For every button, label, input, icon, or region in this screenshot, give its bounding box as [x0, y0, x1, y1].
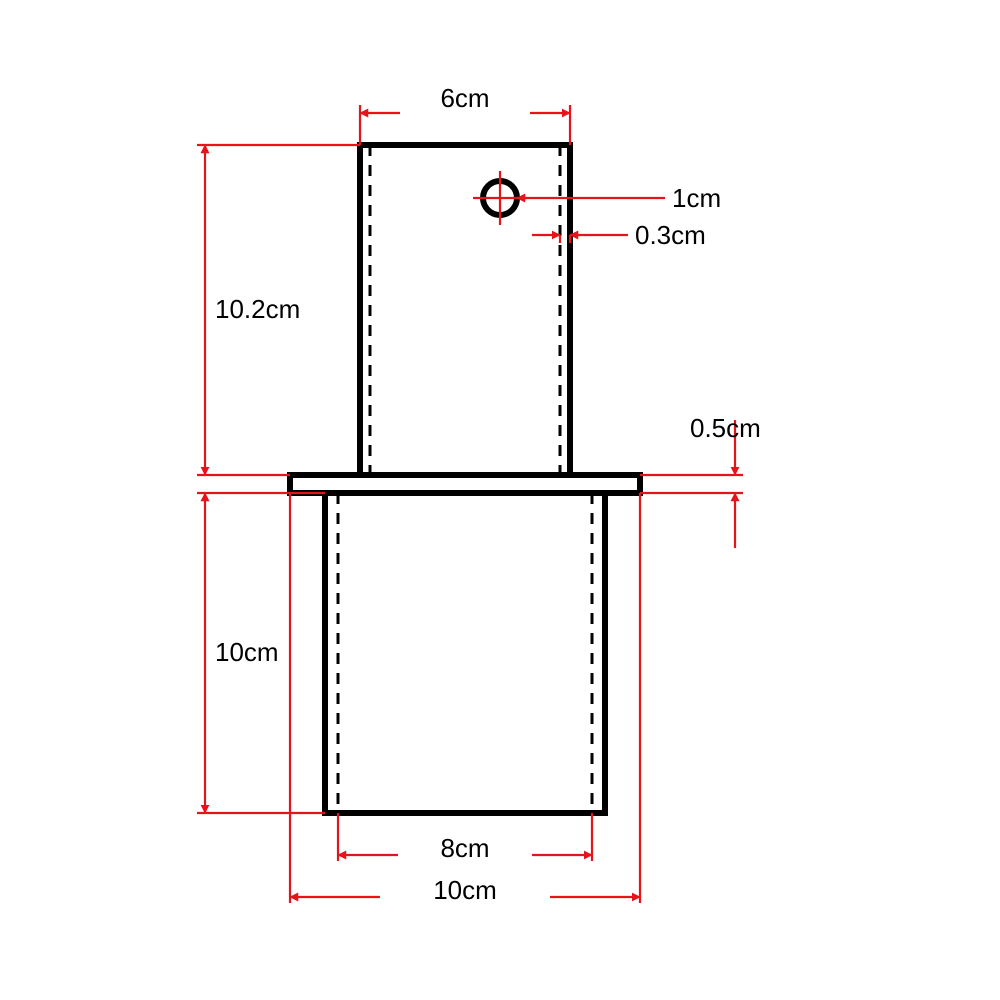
dim-lower-height: 10cm	[215, 637, 279, 667]
dim-flange-thk: 0.5cm	[690, 413, 761, 443]
dim-top-width: 6cm	[440, 83, 489, 113]
technical-drawing: 6cm 10.2cm 10cm 1cm 0.3cm 0.5cm 8cm 10cm	[0, 0, 1000, 1000]
dim-inner-width: 8cm	[440, 833, 489, 863]
dim-upper-wall: 0.3cm	[635, 220, 706, 250]
dim-hole: 1cm	[672, 183, 721, 213]
dim-outer-width: 10cm	[433, 875, 497, 905]
dim-upper-height: 10.2cm	[215, 294, 300, 324]
part-outline	[290, 145, 640, 813]
